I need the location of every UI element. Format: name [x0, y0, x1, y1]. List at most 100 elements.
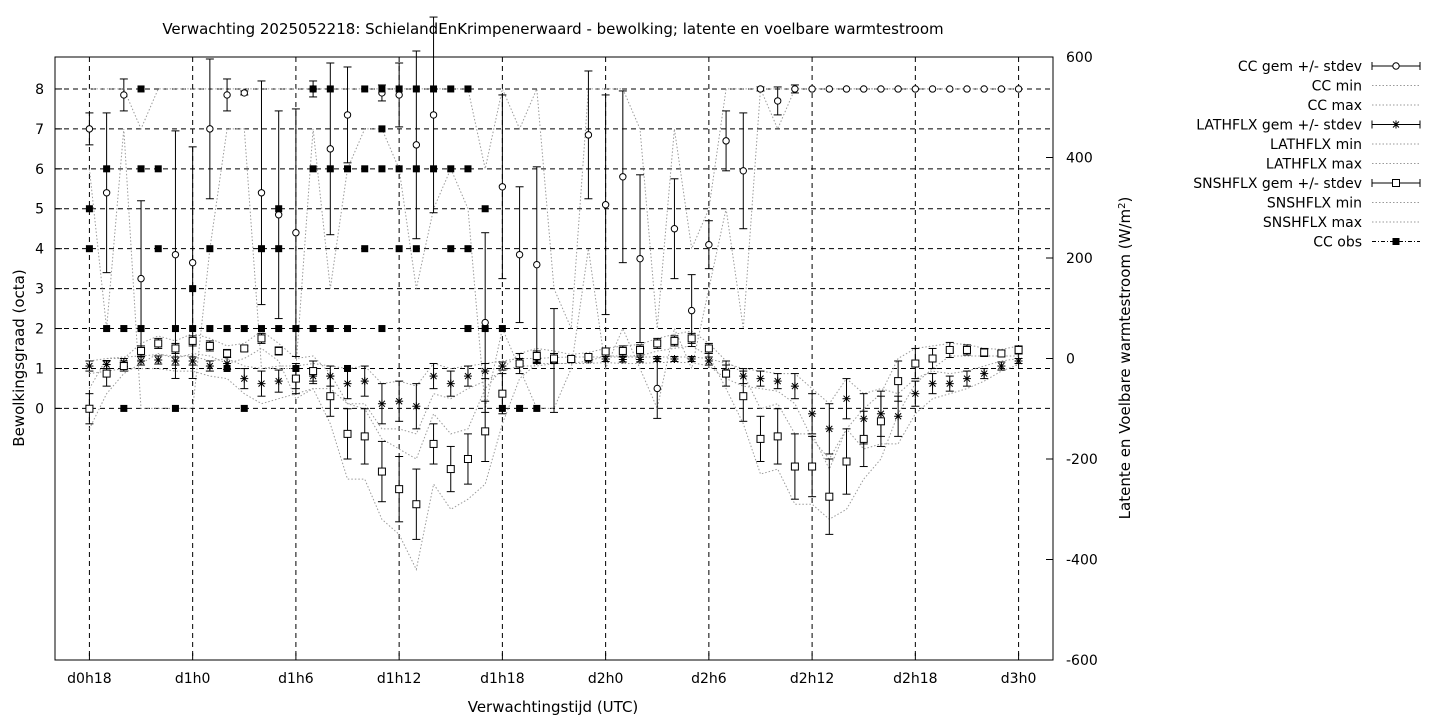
lathflx-mean-point	[240, 374, 249, 383]
snshflx-mean-point	[481, 427, 490, 436]
cc-obs-point	[395, 165, 403, 173]
cc-obs-point	[378, 85, 386, 93]
x-tick-label: d3h0	[1001, 671, 1037, 687]
snshflx-mean-point	[188, 336, 197, 345]
snshflx-mean-point	[653, 339, 662, 348]
cc-obs-point	[464, 325, 472, 333]
snshflx-mean-point	[309, 367, 318, 376]
cc-obs-point	[361, 245, 369, 253]
cc-mean-point	[171, 250, 180, 259]
snshflx-mean-point	[326, 392, 335, 401]
cc-obs-point	[292, 364, 300, 372]
snshflx-mean-point	[463, 455, 472, 463]
lathflx-mean-point	[653, 355, 662, 364]
cc-mean-point	[773, 97, 782, 105]
snshflx-mean-point	[739, 392, 748, 401]
lathflx-mean-point	[446, 379, 455, 388]
cc-obs-point	[430, 85, 438, 93]
legend-label: CC obs	[1313, 235, 1362, 251]
cc-obs-point	[464, 245, 472, 253]
x-tick-label: d2h0	[588, 671, 624, 687]
cc-obs-point	[481, 325, 489, 333]
lathflx-mean-point	[808, 409, 817, 418]
x-tick-label: d0h18	[67, 671, 111, 687]
cc-obs-point	[309, 325, 317, 333]
cc-mean-point	[739, 167, 747, 175]
snshflx-mean-point	[980, 348, 989, 357]
cc-obs-point	[447, 165, 455, 173]
snshflx-mean-point	[790, 462, 799, 471]
cc-mean-point	[722, 137, 730, 145]
cc-mean-point	[756, 85, 765, 93]
cc-obs-point	[137, 85, 145, 93]
legend-marker	[1392, 238, 1400, 245]
cc-mean-point	[326, 145, 335, 153]
cc-mean-point	[188, 258, 197, 267]
cc-mean-point	[584, 131, 593, 139]
cc-mean-point	[412, 141, 421, 149]
cc-mean-point	[206, 125, 214, 133]
legend-label: LATHFLX max	[1266, 157, 1362, 173]
lathflx-mean-point	[687, 355, 696, 364]
snshflx-mean-point	[240, 344, 249, 353]
lathflx-mean-point	[636, 355, 645, 364]
legend-marker	[1392, 120, 1400, 129]
y-right-tick-label: 200	[1066, 251, 1093, 267]
snshflx-mean-point	[446, 465, 455, 474]
lathflx-mean-point	[102, 360, 111, 369]
cc-obs-point	[223, 325, 231, 333]
legend: CC gem +/- stdev CC min CC max LATHFLX gem …	[1193, 59, 1421, 251]
cc-mean-point	[808, 85, 816, 93]
cc-mean-point	[601, 201, 610, 209]
snshflx-mean-point	[636, 345, 645, 354]
cc-obs-point	[533, 404, 541, 412]
data-markers	[85, 85, 1023, 509]
legend-label: SNSHFLX min	[1267, 196, 1362, 212]
cc-obs-point	[395, 245, 403, 253]
snshflx-mean-point	[395, 485, 404, 494]
cc-obs-point	[120, 404, 128, 412]
cc-obs-point	[103, 165, 111, 173]
cc-mean-point	[636, 254, 644, 263]
x-tick-label: d2h6	[691, 671, 727, 687]
cc-mean-point	[963, 85, 971, 93]
y-right-tick-label: 400	[1066, 151, 1093, 167]
snshflx-mean-point	[515, 359, 524, 368]
lathflx-mean-point	[377, 399, 386, 408]
cc-mean-point	[997, 85, 1006, 93]
snshflx-mean-point	[962, 345, 971, 354]
cc-obs-point	[257, 325, 265, 333]
y-right-tick-label: 0	[1066, 352, 1075, 368]
cc-mean-point	[257, 189, 266, 197]
snshflx-mean-point	[291, 374, 300, 383]
y-left-tick-label: 2	[35, 322, 44, 338]
lathflx-mean-point	[876, 409, 885, 418]
cc-obs-point	[240, 325, 248, 333]
snshflx-mean-point	[154, 339, 163, 348]
snshflx-mean-point	[274, 346, 283, 355]
cc-mean-point	[911, 85, 920, 93]
x-tick-label: d1h18	[480, 671, 524, 687]
snshflx-mean-point	[1014, 345, 1023, 354]
lathflx-mean-point	[171, 357, 180, 366]
snshflx-mean-point	[137, 346, 146, 355]
lathflx-mean-point	[257, 379, 266, 388]
cc-obs-point	[206, 245, 214, 253]
cc-mean-point	[877, 85, 885, 93]
y-left-tick-label: 7	[35, 122, 44, 138]
cc-mean-point	[429, 111, 438, 119]
snshflx-mean-point	[343, 429, 352, 438]
snshflx-mean-point	[601, 347, 610, 356]
cc-obs-point	[85, 205, 93, 213]
cc-obs-point	[309, 165, 317, 173]
cc-mean-point	[1014, 85, 1023, 93]
cc-mean-point	[85, 125, 94, 133]
cc-obs-point	[171, 404, 179, 412]
legend-label: SNSHFLX max	[1263, 215, 1362, 231]
cc-obs-point	[464, 165, 472, 173]
cc-obs-point	[378, 165, 386, 173]
lathflx-mean-point	[825, 424, 834, 433]
snshflx-mean-point	[360, 432, 369, 441]
legend-label: CC min	[1312, 79, 1362, 95]
